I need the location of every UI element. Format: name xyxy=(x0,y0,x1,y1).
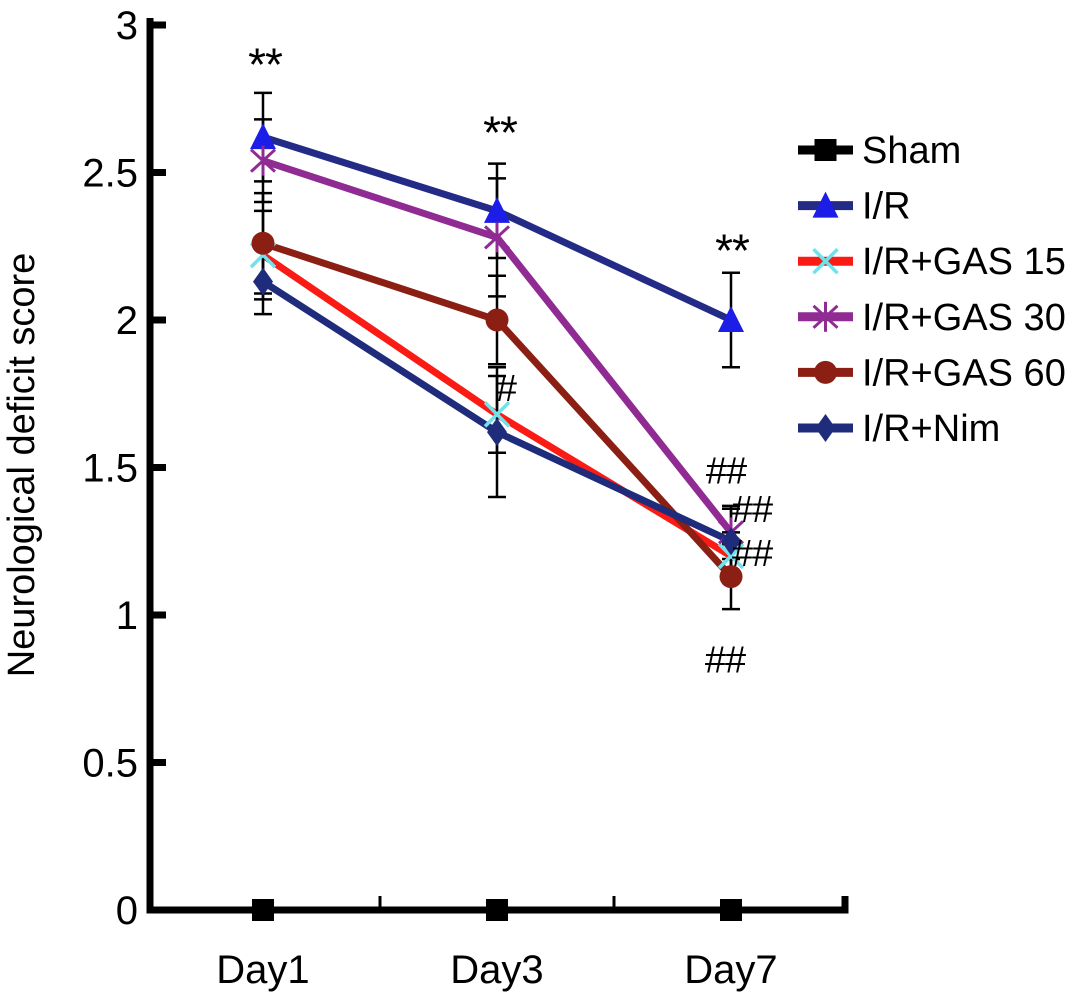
legend-marker-i-r xyxy=(812,191,839,218)
significance-annotation-1: ** xyxy=(483,106,518,158)
legend-label-i-r-nim: I/R+Nim xyxy=(862,408,1000,450)
marker-i-r-gas-60-day1 xyxy=(251,231,275,255)
significance-annotation-5: ## xyxy=(732,489,773,531)
legend-marker-sham xyxy=(814,139,837,161)
marker-i-r-gas-30-day3 xyxy=(483,225,511,250)
significance-annotation-2: ** xyxy=(715,224,750,276)
legend-label-i-r-gas-60: I/R+GAS 60 xyxy=(862,352,1066,394)
marker-i-r-day7 xyxy=(718,306,744,332)
y-tick-label: 1.5 xyxy=(82,447,138,491)
legend-marker-i-r-nim xyxy=(815,414,836,442)
marker-i-r-nim-day3 xyxy=(487,418,507,447)
marker-i-r-gas-15-day7 xyxy=(717,542,745,570)
y-tick-label: 3 xyxy=(116,4,138,48)
y-tick-label: 2.5 xyxy=(82,152,138,196)
legend-label-i-r-gas-30: I/R+GAS 30 xyxy=(862,297,1066,339)
x-tick-label-day1: Day1 xyxy=(216,948,309,992)
significance-annotation-4: ## xyxy=(706,450,747,492)
marker-i-r-gas-60-day7 xyxy=(719,565,743,589)
x-tick-label-day7: Day7 xyxy=(684,948,777,992)
y-tick-label: 1 xyxy=(116,594,138,638)
y-tick-label: 0.5 xyxy=(82,742,138,786)
marker-i-r-gas-15-day3 xyxy=(483,401,511,428)
y-tick-label: 2 xyxy=(116,299,138,343)
y-tick-label: 0 xyxy=(116,889,138,933)
marker-sham-day3 xyxy=(486,899,508,921)
significance-annotation-6: ## xyxy=(732,533,773,575)
legend-marker-i-r-gas-60 xyxy=(814,360,837,384)
legend-label-sham: Sham xyxy=(862,130,961,172)
x-tick-label-day3: Day3 xyxy=(450,948,543,992)
marker-i-r-day1 xyxy=(250,123,276,150)
marker-i-r-gas-30-day1 xyxy=(249,148,277,173)
y-axis-title: Neurological deficit score xyxy=(1,253,43,678)
legend-marker-i-r-gas-15 xyxy=(812,247,839,275)
marker-i-r-day3 xyxy=(484,196,510,223)
legend-marker-i-r-gas-30 xyxy=(812,304,839,329)
significance-annotation-3: # xyxy=(496,368,517,410)
marker-i-r-nim-day7 xyxy=(721,527,741,556)
marker-i-r-gas-60-day3 xyxy=(485,308,509,332)
marker-sham-day1 xyxy=(252,899,274,921)
legend-label-i-r-gas-15: I/R+GAS 15 xyxy=(862,241,1066,283)
marker-sham-day7 xyxy=(720,899,742,921)
significance-annotation-7: ## xyxy=(705,639,746,681)
legend-label-i-r: I/R xyxy=(862,186,911,228)
marker-i-r-nim-day1 xyxy=(253,267,273,296)
significance-annotation-0: ** xyxy=(248,38,283,90)
